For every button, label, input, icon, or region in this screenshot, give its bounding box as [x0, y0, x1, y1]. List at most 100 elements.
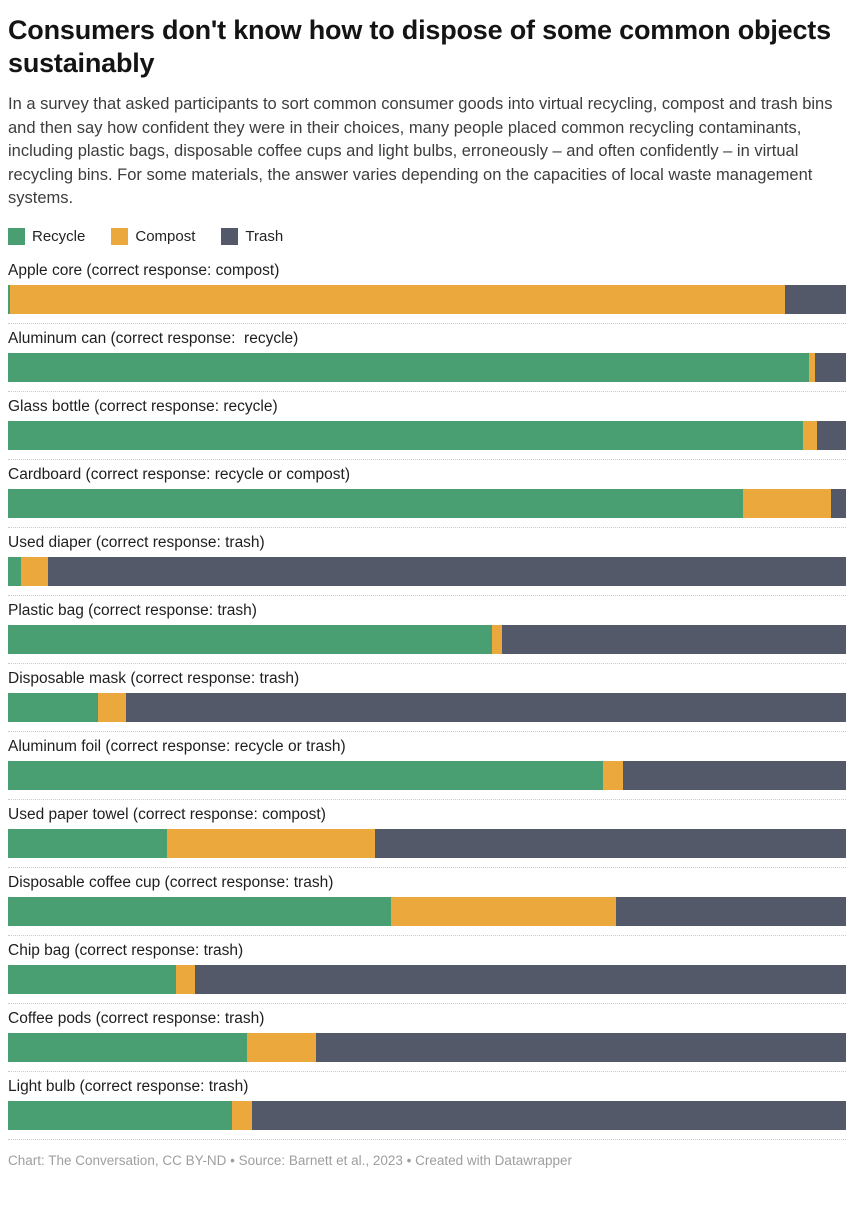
bar-row-label: Plastic bag (correct response: trash): [8, 601, 257, 619]
bar-segment-compost: [176, 964, 195, 994]
bar-row: Light bulb (correct response: trash): [8, 1077, 846, 1140]
bar-row-label: Cardboard (correct response: recycle or …: [8, 465, 350, 483]
bar-segment-compost: [390, 896, 617, 926]
bar-segment-trash: [48, 556, 846, 586]
legend-item-recycle: Recycle: [8, 227, 86, 245]
bar-row-label: Aluminum can (correct response: recycle): [8, 329, 299, 347]
bar-segment-recycle: [8, 556, 21, 586]
bar-row-label: Aluminum foil (correct response: recycle…: [8, 737, 346, 755]
row-divider: [8, 1138, 846, 1140]
bar-segment-trash: [830, 488, 846, 518]
row-divider: [8, 798, 846, 800]
bar-segment-compost: [809, 352, 815, 382]
bar-segment-recycle: [8, 1100, 232, 1130]
bar-row-label: Apple core (correct response: compost): [8, 261, 280, 279]
bar-segment-trash: [251, 1100, 846, 1130]
row-divider: [8, 322, 846, 324]
bar-row-label: Glass bottle (correct response: recycle): [8, 397, 278, 415]
stacked-bar: [8, 352, 846, 382]
compost-swatch-icon: [111, 227, 129, 245]
bar-segment-compost: [167, 828, 376, 858]
bar-segment-trash: [194, 964, 846, 994]
bar-segment-recycle: [8, 1032, 247, 1062]
chart-description: In a survey that asked participants to s…: [8, 95, 833, 207]
row-divider: [8, 662, 846, 664]
bar-segment-recycle: [8, 828, 168, 858]
bar-segment-trash: [502, 624, 846, 654]
bar-segment-recycle: [8, 964, 177, 994]
bar-row: Cardboard (correct response: recycle or …: [8, 465, 846, 528]
chart-footer: Chart: The Conversation, CC BY-ND • Sour…: [8, 1152, 572, 1168]
bar-row-label: Used paper towel (correct response: comp…: [8, 805, 326, 823]
legend-item-trash: Trash: [221, 227, 284, 245]
stacked-bar: [8, 896, 846, 926]
bar-row: Aluminum foil (correct response: recycle…: [8, 737, 846, 800]
bar-row: Apple core (correct response: compost): [8, 261, 846, 324]
bar-segment-recycle: [8, 284, 10, 314]
stacked-bar: [8, 624, 846, 654]
bar-segment-trash: [814, 352, 846, 382]
row-divider: [8, 934, 846, 936]
bar-segment-trash: [623, 760, 846, 790]
bar-segment-trash: [816, 420, 846, 450]
bar-segment-trash: [126, 692, 846, 722]
row-divider: [8, 390, 846, 392]
bar-row: Disposable mask (correct response: trash…: [8, 669, 846, 732]
bar-row: Used diaper (correct response: trash): [8, 533, 846, 596]
row-divider: [8, 594, 846, 596]
chart-container: Consumers don't know how to dispose of s…: [8, 15, 846, 1168]
stacked-bar: [8, 420, 846, 450]
stacked-bar: [8, 488, 846, 518]
stacked-bar: [8, 1032, 846, 1062]
page-title: Consumers don't know how to dispose of s…: [8, 15, 831, 78]
bar-segment-trash: [375, 828, 846, 858]
bar-segment-compost: [9, 284, 785, 314]
stacked-bar: [8, 556, 846, 586]
stacked-bar: [8, 1100, 846, 1130]
bar-segment-compost: [602, 760, 624, 790]
row-divider: [8, 730, 846, 732]
stacked-bar: [8, 760, 846, 790]
bar-segment-recycle: [8, 624, 492, 654]
bar-segment-recycle: [8, 896, 391, 926]
stacked-bar: [8, 828, 846, 858]
bar-segment-recycle: [8, 420, 804, 450]
bar-segment-compost: [803, 420, 817, 450]
bar-row-label: Chip bag (correct response: trash): [8, 941, 244, 959]
stacked-bar: [8, 284, 846, 314]
bar-row-label: Coffee pods (correct response: trash): [8, 1009, 265, 1027]
bar-row-label: Light bulb (correct response: trash): [8, 1077, 249, 1095]
stacked-bar: [8, 964, 846, 994]
row-divider: [8, 1070, 846, 1072]
bar-row-label: Disposable mask (correct response: trash…: [8, 669, 300, 687]
bar-row: Disposable coffee cup (correct response:…: [8, 873, 846, 936]
bar-segment-recycle: [8, 760, 603, 790]
bar-segment-compost: [97, 692, 127, 722]
legend-label: Recycle: [32, 227, 86, 245]
bar-segment-compost: [742, 488, 831, 518]
bar-row: Used paper towel (correct response: comp…: [8, 805, 846, 868]
bar-segment-compost: [246, 1032, 317, 1062]
row-divider: [8, 1002, 846, 1004]
bar-segment-recycle: [8, 692, 98, 722]
stacked-bar: [8, 692, 846, 722]
bar-row: Glass bottle (correct response: recycle): [8, 397, 846, 460]
row-divider: [8, 458, 846, 460]
bar-segment-trash: [616, 896, 846, 926]
legend-label: Trash: [245, 227, 284, 245]
recycle-swatch-icon: [8, 227, 25, 245]
bar-segment-recycle: [8, 352, 810, 382]
bar-segment-recycle: [8, 488, 743, 518]
bar-row: Aluminum can (correct response: recycle): [8, 329, 846, 392]
bar-segment-compost: [20, 556, 49, 586]
trash-swatch-icon: [221, 227, 239, 245]
legend: Recycle Compost Trash: [8, 227, 846, 245]
legend-label: Compost: [135, 227, 196, 245]
bar-segment-compost: [231, 1100, 252, 1130]
bar-rows: Apple core (correct response: compost) A…: [8, 261, 846, 1140]
bar-segment-trash: [784, 284, 846, 314]
bar-segment-compost: [491, 624, 503, 654]
bar-row: Coffee pods (correct response: trash): [8, 1009, 846, 1072]
bar-row-label: Disposable coffee cup (correct response:…: [8, 873, 334, 891]
bar-row-label: Used diaper (correct response: trash): [8, 533, 265, 551]
